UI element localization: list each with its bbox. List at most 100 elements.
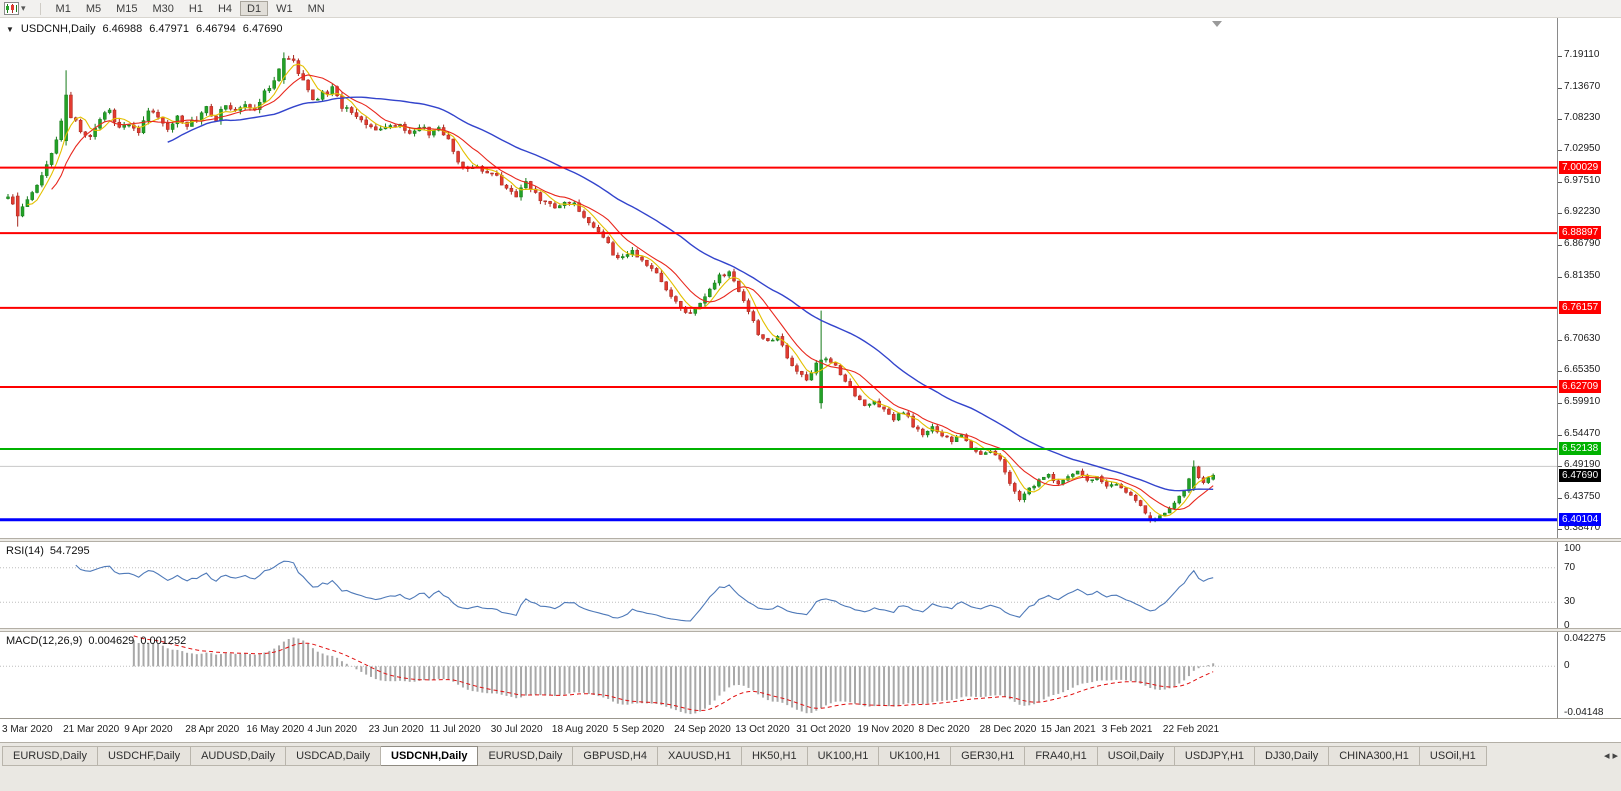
time-axis-label: 31 Oct 2020 xyxy=(796,724,851,735)
time-axis-label: 4 Jun 2020 xyxy=(307,724,358,735)
macd-label: MACD(12,26,9) 0.004629 0.001252 xyxy=(6,635,186,647)
price-axis-tick: 6.92230 xyxy=(1564,206,1601,218)
ohlc-high: 6.47971 xyxy=(149,23,190,35)
timeframe-button-d1[interactable]: D1 xyxy=(240,1,269,16)
price-chart-canvas[interactable] xyxy=(0,18,1557,538)
chart-tab-hk50-h1[interactable]: HK50,H1 xyxy=(741,746,808,766)
rsi-line xyxy=(75,560,1214,622)
rsi-label: RSI(14) 54.7295 xyxy=(6,545,90,557)
price-axis-tickmark xyxy=(1558,245,1562,247)
price-axis-tick: 6.97510 xyxy=(1564,175,1601,187)
price-axis-tickmark xyxy=(1558,87,1562,89)
macd-signal-value: 0.001252 xyxy=(140,635,187,647)
chart-shift-marker-icon[interactable] xyxy=(1212,21,1222,27)
time-axis-label: 15 Jan 2021 xyxy=(1040,724,1096,735)
time-axis[interactable]: 3 Mar 2020 21 Mar 2020 9 Apr 2020 28 Apr 20… xyxy=(0,719,1557,742)
chart-tab-gbpusd-h4[interactable]: GBPUSD,H4 xyxy=(573,746,658,766)
time-axis-label: 5 Sep 2020 xyxy=(613,724,665,735)
timeframe-button-m15[interactable]: M15 xyxy=(116,3,138,15)
price-axis-tick: 6.65350 xyxy=(1564,364,1601,376)
price-axis-tick: 7.13670 xyxy=(1564,80,1601,92)
chart-tab-uk100-h1[interactable]: UK100,H1 xyxy=(807,746,880,766)
moving-average-line-5 xyxy=(27,63,1214,517)
chart-tab-eurusd-daily[interactable]: EURUSD,Daily xyxy=(478,746,574,766)
chart-tab-usdcad-daily[interactable]: USDCAD,Daily xyxy=(286,746,382,766)
macd-axis-min: -0.04148 xyxy=(1564,707,1604,718)
panel-divider[interactable] xyxy=(0,538,1621,542)
macd-main-value: 0.004629 xyxy=(88,635,135,647)
chart-tab-usdchf-daily[interactable]: USDCHF,Daily xyxy=(97,746,192,766)
time-axis-label: 9 Apr 2020 xyxy=(124,724,173,735)
rsi-axis-label: 100 xyxy=(1564,543,1581,554)
collapse-arrow-icon[interactable]: ▼ xyxy=(6,24,14,34)
chart-tab-fra40-h1[interactable]: FRA40,H1 xyxy=(1025,746,1098,766)
chart-tab-ger30-h1[interactable]: GER30,H1 xyxy=(951,746,1026,766)
price-axis-tickmark xyxy=(1558,435,1562,437)
rsi-value: 54.7295 xyxy=(49,545,90,557)
chart-tab-eurusd-daily[interactable]: EURUSD,Daily xyxy=(2,746,98,766)
time-axis-border xyxy=(0,718,1621,719)
time-axis-label: 19 Nov 2020 xyxy=(857,724,915,735)
rsi-axis-label: 0 xyxy=(1564,620,1570,631)
tab-scroll-arrows: ◂ ▸ xyxy=(1598,749,1618,762)
tabs-scroll-right-icon[interactable]: ▸ xyxy=(1612,750,1618,762)
chart-tab-usoil-daily[interactable]: USOil,Daily xyxy=(1097,746,1175,766)
chart-tab-uk100-h1[interactable]: UK100,H1 xyxy=(879,746,952,766)
rsi-axis-label: 30 xyxy=(1564,596,1576,608)
chart-tab-usdcnh-daily[interactable]: USDCNH,Daily xyxy=(381,746,479,766)
chart-type-dropdown-icon[interactable]: ▾ xyxy=(21,3,26,13)
panel-divider[interactable] xyxy=(0,628,1621,632)
price-axis[interactable]: 7.19110 7.13670 7.08230 7.02950 6.97510 6.922… xyxy=(1558,18,1621,718)
price-axis-tickmark xyxy=(1558,182,1562,184)
chart-symbol-period: USDCNH,Daily xyxy=(20,23,96,35)
chart-tab-usdjpy-h1[interactable]: USDJPY,H1 xyxy=(1174,746,1256,766)
macd-axis-max: 0.042275 xyxy=(1564,633,1606,644)
chart-tab-china300-h1[interactable]: CHINA300,H1 xyxy=(1329,746,1420,766)
rsi-axis-label: 70 xyxy=(1564,561,1576,573)
toolbar-separator xyxy=(39,2,41,15)
macd-indicator-canvas[interactable] xyxy=(0,632,1557,718)
time-axis-label: 11 Jul 2020 xyxy=(429,724,481,735)
rsi-name: RSI(14) xyxy=(6,545,44,557)
chart-title: ▼ USDCNH,Daily 6.46988 6.47971 6.46794 6… xyxy=(6,23,283,35)
timeframe-button-m5[interactable]: M5 xyxy=(85,3,102,15)
price-axis-tick: 7.02950 xyxy=(1564,143,1601,155)
candlestick-chart-icon[interactable] xyxy=(4,2,19,15)
timeframe-button-h4[interactable]: H4 xyxy=(217,3,233,15)
time-axis-label: 22 Feb 2021 xyxy=(1162,724,1220,735)
timeframe-button-m1[interactable]: M1 xyxy=(55,3,71,15)
hline-price-label: 6.62709 xyxy=(1559,379,1602,393)
chart-tab-audusd-daily[interactable]: AUDUSD,Daily xyxy=(191,746,287,766)
price-axis-tickmark xyxy=(1558,498,1562,500)
hline-price-label: 6.52138 xyxy=(1559,442,1602,456)
hline-price-label: 6.40104 xyxy=(1559,512,1602,526)
price-axis-tick: 6.59910 xyxy=(1564,396,1601,408)
chart-tab-usoil-h1[interactable]: USOil,H1 xyxy=(1419,746,1487,766)
price-axis-border xyxy=(1557,18,1558,718)
time-axis-label: 23 Jun 2020 xyxy=(368,724,424,735)
price-axis-tick: 6.70630 xyxy=(1564,333,1601,345)
ohlc-close: 6.47690 xyxy=(242,23,283,35)
price-axis-tick: 6.49190 xyxy=(1564,459,1601,471)
timeframe-button-w1[interactable]: W1 xyxy=(276,3,293,15)
rsi-indicator-canvas[interactable] xyxy=(0,542,1557,628)
chart-tab-xauusd-h1[interactable]: XAUUSD,H1 xyxy=(657,746,742,766)
timeframe-button-h1[interactable]: H1 xyxy=(188,3,203,15)
price-axis-tick: 6.81350 xyxy=(1564,270,1601,282)
time-axis-label: 18 Aug 2020 xyxy=(551,724,609,735)
timeframe-button-mn[interactable]: MN xyxy=(307,3,325,15)
chart-tab-bar: EURUSD,Daily USDCHF,Daily AUDUSD,Daily USDC… xyxy=(0,742,1621,791)
time-axis-label: 24 Sep 2020 xyxy=(674,724,731,735)
tabs-scroll-left-icon[interactable]: ◂ xyxy=(1603,750,1610,762)
price-axis-tick: 6.43750 xyxy=(1564,491,1601,503)
chart-tabs: EURUSD,Daily USDCHF,Daily AUDUSD,Daily USDC… xyxy=(2,746,1487,766)
price-axis-tick: 7.08230 xyxy=(1564,112,1601,124)
hline-price-label: 6.88897 xyxy=(1559,226,1602,240)
chart-tab-dj30-daily[interactable]: DJ30,Daily xyxy=(1255,746,1330,766)
price-axis-tickmark xyxy=(1558,150,1562,152)
price-axis-tickmark xyxy=(1558,277,1562,279)
time-axis-label: 28 Dec 2020 xyxy=(979,724,1037,735)
timeframe-button-m30[interactable]: M30 xyxy=(152,3,174,15)
price-axis-tickmark xyxy=(1558,213,1562,215)
